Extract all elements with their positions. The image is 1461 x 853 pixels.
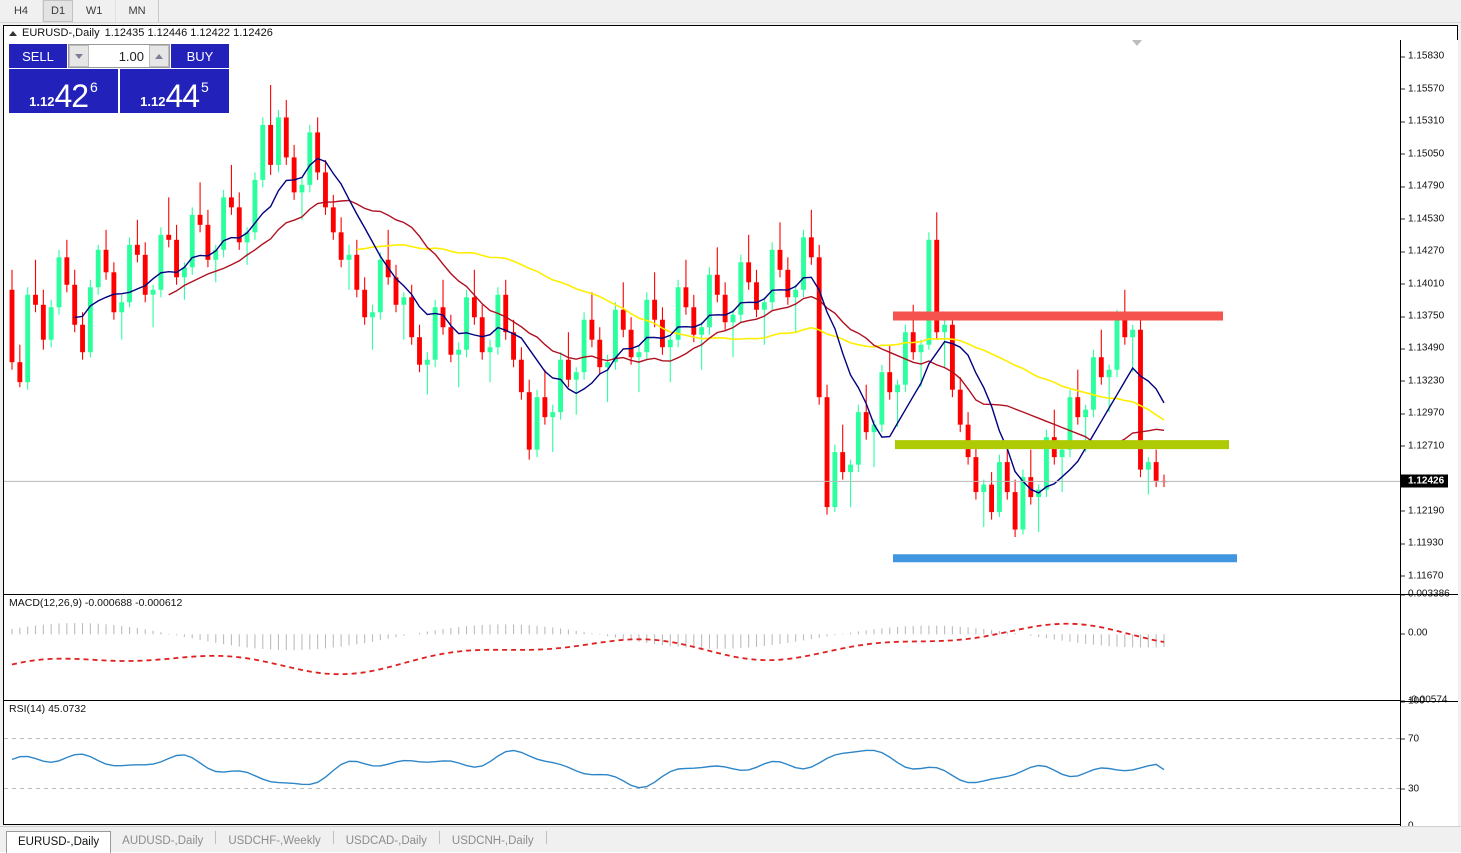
macd-chart-svg: [11, 622, 1165, 676]
rsi-label: RSI(14) 45.0732: [9, 703, 87, 715]
price-tick: 1.12710: [1401, 440, 1444, 451]
timeframe-mn-label: MN: [128, 5, 146, 17]
symbol-tab-audusd-label: AUDUSD-,Daily: [122, 835, 204, 847]
candlestick-series: [9, 84, 1167, 538]
chart-symbol-title: EURUSD-,Daily: [22, 27, 100, 39]
rsi-chart-svg: [4, 738, 1400, 789]
chevron-up-icon: [155, 53, 163, 59]
price-tick: 1.11930: [1401, 538, 1443, 549]
octp-price-row: 1.12 42 6 1.12 44 5: [9, 69, 229, 113]
price-tick: 1.15310: [1401, 116, 1444, 127]
timeframe-mn[interactable]: MN: [116, 0, 160, 22]
symbol-tab-usdcad-label: USDCAD-,Daily: [345, 835, 427, 847]
macd-pane[interactable]: MACD(12,26,9) -0.000688 -0.000612: [4, 594, 1400, 701]
timeframe-d1-label: D1: [51, 5, 66, 17]
sell-button-label: SELL: [22, 48, 54, 64]
macd-tick: -0.00574: [1401, 695, 1447, 706]
price-tick: 1.14270: [1401, 246, 1444, 257]
price-pane[interactable]: [4, 40, 1400, 592]
tab-separator: [215, 830, 217, 844]
macd-signal-line: [11, 622, 1165, 676]
symbol-tab-usdcad[interactable]: USDCAD-,Daily: [335, 831, 438, 852]
price-tick: 1.14010: [1401, 278, 1444, 289]
macd-histogram: [11, 623, 1165, 651]
collapse-triangle-icon[interactable]: [9, 30, 17, 36]
price-tick: 1.13230: [1401, 375, 1444, 386]
price-tick: 1.14790: [1401, 181, 1444, 192]
buy-button-label: BUY: [186, 48, 214, 64]
price-tick: 1.15570: [1401, 83, 1444, 94]
ma-fast-line: [74, 157, 1165, 494]
timeframe-h4-label: H4: [13, 5, 29, 17]
symbol-tab-eurusd[interactable]: EURUSD-,Daily: [6, 831, 112, 853]
sell-price-big: 42: [54, 77, 89, 114]
rsi-tick: 70: [1401, 733, 1419, 744]
volume-stepper[interactable]: 1.00: [68, 44, 170, 68]
sell-button[interactable]: SELL: [9, 44, 67, 68]
buy-price-box[interactable]: 1.12 44 5: [120, 69, 229, 113]
sell-price-box[interactable]: 1.12 42 6: [9, 69, 118, 113]
price-axis[interactable]: 1.15830 1.15570 1.15310 1.15050 1.14790 1.145…: [1400, 40, 1458, 832]
chart-ohlc-values: 1.12435 1.12446 1.12422 1.12426: [104, 27, 273, 39]
price-tick: 1.13490: [1401, 343, 1444, 354]
axis-divider-rsi: [1400, 701, 1458, 702]
price-tick: 1.14530: [1401, 213, 1444, 224]
sell-price-prefix: 1.12: [29, 94, 55, 109]
chart-header: EURUSD-,Daily 1.12435 1.12446 1.12422 1.…: [4, 26, 1457, 40]
volume-increase-button[interactable]: [149, 45, 169, 67]
symbol-tab-eurusd-label: EURUSD-,Daily: [18, 836, 100, 848]
timeframe-d1[interactable]: D1: [43, 0, 74, 22]
macd-label: MACD(12,26,9) -0.000688 -0.000612: [9, 597, 183, 609]
timeframe-h4[interactable]: H4: [0, 0, 43, 22]
rsi-pane[interactable]: RSI(14) 45.0732: [4, 701, 1400, 826]
symbol-tab-audusd[interactable]: AUDUSD-,Daily: [111, 831, 214, 852]
one-click-trading-panel[interactable]: SELL 1.00 BUY 1.12 42 6 1.12 44 5: [9, 44, 229, 114]
symbol-tab-usdchf-label: USDCHF-,Weekly: [228, 835, 321, 847]
current-price-tick: 1.12426: [1401, 474, 1449, 488]
symbol-tab-usdchf[interactable]: USDCHF-,Weekly: [217, 831, 331, 852]
tab-separator: [438, 830, 440, 844]
buy-price-pipette: 5: [201, 79, 209, 95]
price-tick: 1.12970: [1401, 408, 1444, 419]
ma-slow-line: [356, 243, 1165, 421]
price-tick: 1.13750: [1401, 311, 1444, 322]
symbol-tab-bar: EURUSD-,Daily AUDUSD-,Daily USDCHF-,Week…: [0, 826, 1461, 853]
octp-top-row: SELL 1.00 BUY: [9, 44, 229, 68]
timeframe-toolbar: H4 D1 W1 MN: [0, 0, 1461, 23]
timeframe-w1-label: W1: [85, 5, 103, 17]
symbol-tab-usdcnh-label: USDCNH-,Daily: [451, 835, 534, 847]
volume-input[interactable]: 1.00: [118, 48, 144, 64]
price-chart-svg: [4, 84, 1400, 563]
price-tick: 1.11670: [1401, 570, 1443, 581]
buy-price-big: 44: [165, 77, 200, 114]
price-tick: 1.12190: [1401, 505, 1444, 516]
macd-tick: 0.00: [1401, 628, 1427, 639]
chart-canvas-window[interactable]: EURUSD-,Daily 1.12435 1.12446 1.12422 1.…: [3, 25, 1458, 841]
chevron-down-icon: [75, 53, 83, 59]
rsi-tick: 30: [1401, 783, 1419, 794]
axis-divider-macd: [1400, 594, 1458, 595]
buy-button[interactable]: BUY: [171, 44, 229, 68]
tab-separator: [545, 830, 547, 844]
symbol-tab-usdcnh[interactable]: USDCNH-,Daily: [441, 831, 545, 852]
rsi-line: [11, 749, 1165, 789]
timeframe-w1[interactable]: W1: [73, 0, 117, 22]
chart-top-marker-icon: [1132, 40, 1142, 46]
volume-decrease-button[interactable]: [69, 45, 89, 67]
ma-mid-line: [168, 199, 1165, 448]
buy-price-prefix: 1.12: [140, 94, 166, 109]
price-tick: 1.15830: [1401, 51, 1444, 62]
sell-price-pipette: 6: [90, 79, 98, 95]
tab-separator: [332, 830, 334, 844]
price-tick: 1.15050: [1401, 148, 1444, 159]
